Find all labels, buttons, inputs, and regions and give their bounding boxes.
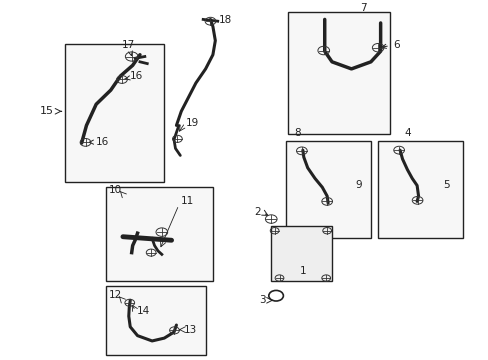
- Text: 7: 7: [360, 3, 366, 13]
- Text: 18: 18: [219, 15, 232, 25]
- FancyBboxPatch shape: [271, 226, 331, 281]
- FancyBboxPatch shape: [287, 12, 389, 134]
- Text: 14: 14: [136, 306, 149, 316]
- Text: 16: 16: [124, 72, 143, 81]
- Text: 12: 12: [108, 290, 122, 300]
- FancyBboxPatch shape: [64, 44, 164, 182]
- Text: 5: 5: [442, 180, 448, 190]
- Text: 9: 9: [355, 180, 361, 190]
- Text: 11: 11: [180, 197, 193, 206]
- Text: 13: 13: [183, 325, 197, 335]
- Text: 6: 6: [381, 40, 399, 50]
- Text: 16: 16: [89, 137, 109, 147]
- Text: 10: 10: [108, 185, 121, 195]
- FancyBboxPatch shape: [285, 141, 370, 238]
- FancyBboxPatch shape: [106, 187, 212, 281]
- Text: 1: 1: [299, 266, 305, 276]
- Text: 15: 15: [40, 106, 54, 116]
- Text: 2: 2: [253, 207, 260, 217]
- FancyBboxPatch shape: [377, 141, 462, 238]
- Text: 8: 8: [294, 128, 301, 138]
- FancyBboxPatch shape: [106, 286, 205, 355]
- Text: 4: 4: [403, 128, 410, 138]
- Text: 17: 17: [122, 40, 135, 55]
- Text: 19: 19: [186, 118, 199, 127]
- Text: 3: 3: [258, 295, 265, 305]
